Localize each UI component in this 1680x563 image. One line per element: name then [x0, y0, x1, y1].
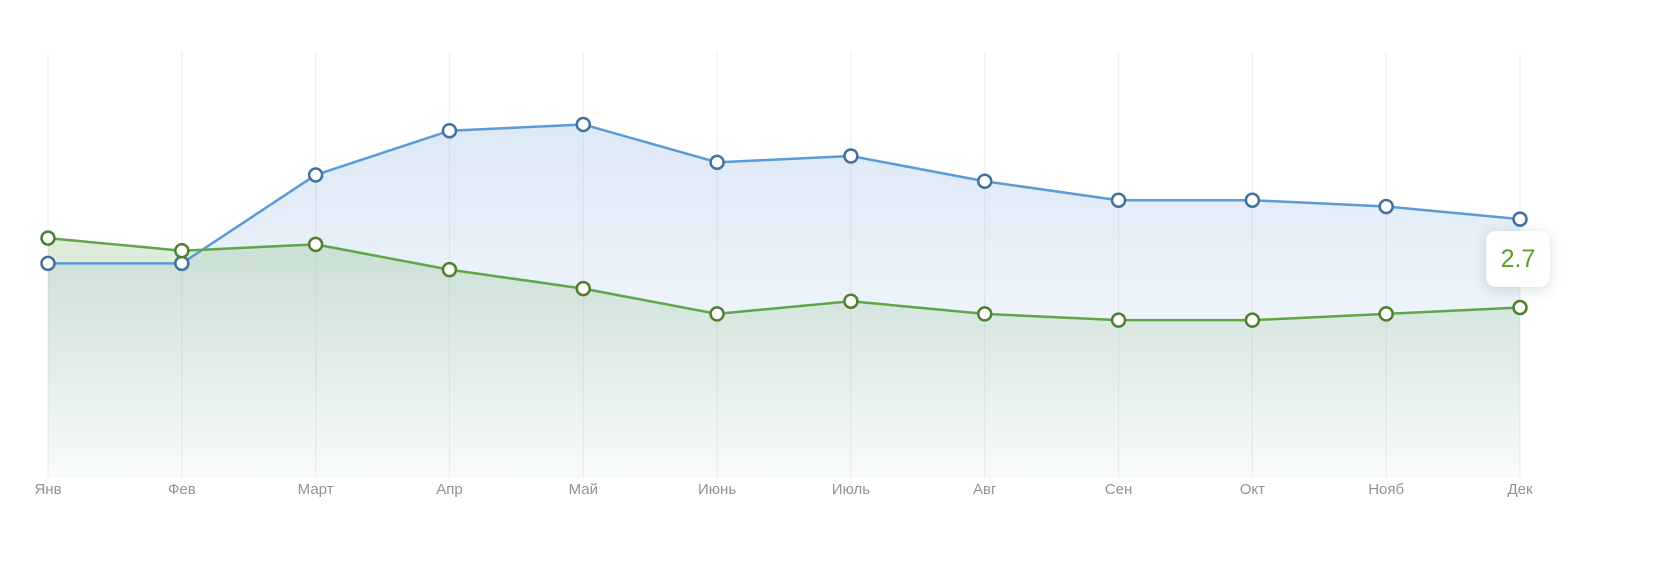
blue-series-point-Фев[interactable] — [174, 255, 190, 272]
blue-series-line — [46, 123, 1522, 265]
x-axis-label: Фев — [167, 481, 196, 498]
green-series-point-Авг[interactable] — [976, 306, 993, 322]
green-series-point-Май[interactable] — [575, 280, 592, 297]
x-axis-label: Май — [568, 481, 598, 498]
green-series-point-Июль[interactable] — [843, 293, 859, 309]
x-axis-label: Июнь — [698, 481, 737, 498]
green-series-point-Фев[interactable] — [174, 242, 190, 259]
green-series-point-Март[interactable] — [307, 236, 324, 253]
blue-series-point-Дек[interactable] — [1512, 211, 1528, 227]
green-series-point-Апр[interactable] — [441, 261, 458, 278]
green-series-point-Янв[interactable] — [40, 230, 56, 246]
green-series-point-Нояб[interactable] — [1378, 306, 1394, 322]
green-series-area — [48, 238, 1520, 478]
x-axis-label: Окт — [1239, 481, 1265, 498]
blue-series-point-Март[interactable] — [307, 167, 324, 183]
x-axis-label: Март — [297, 481, 334, 498]
tooltip-value: 2.7 — [1500, 244, 1536, 273]
x-axis-label: Сен — [1104, 481, 1133, 498]
blue-series-point-Окт[interactable] — [1244, 192, 1261, 208]
blue-series-point-Нояб[interactable] — [1378, 198, 1394, 215]
x-axis-label: Авг — [972, 481, 997, 498]
blue-series-point-Май[interactable] — [575, 116, 592, 133]
value-tooltip: 2.7 — [1486, 231, 1550, 287]
blue-series-point-Июль[interactable] — [843, 148, 859, 164]
blue-series-point-Сен[interactable] — [1110, 192, 1127, 208]
blue-series-point-Апр[interactable] — [441, 123, 458, 139]
x-axis-label: Нояб — [1368, 481, 1405, 498]
blue-series-point-Янв[interactable] — [40, 255, 56, 272]
green-series-point-Дек[interactable] — [1512, 299, 1528, 316]
blue-series-point-Авг[interactable] — [976, 173, 993, 190]
x-axis-label: Дек — [1507, 481, 1533, 498]
green-series-point-Июнь[interactable] — [709, 306, 725, 322]
green-series-point-Сен[interactable] — [1110, 312, 1127, 328]
x-axis-label: Янв — [34, 481, 62, 498]
blue-series-point-Июнь[interactable] — [709, 154, 725, 171]
x-axis-label: Июль — [831, 481, 871, 498]
green-series-point-Окт[interactable] — [1244, 312, 1261, 328]
green-series-line — [46, 236, 1522, 322]
x-axis-label: Апр — [436, 481, 463, 498]
